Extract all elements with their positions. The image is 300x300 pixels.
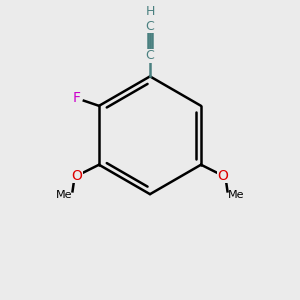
Text: O: O [71, 169, 82, 183]
Text: Me: Me [228, 190, 244, 200]
Text: F: F [73, 91, 80, 105]
Text: Me: Me [56, 190, 72, 200]
Text: O: O [218, 169, 229, 183]
Text: H: H [145, 5, 155, 18]
Text: C: C [146, 20, 154, 33]
Text: C: C [146, 49, 154, 62]
